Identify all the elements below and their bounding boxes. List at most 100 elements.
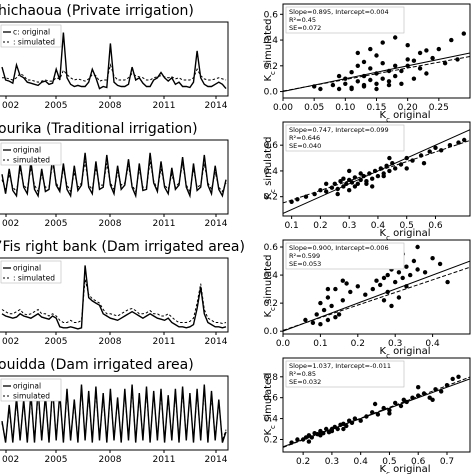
scatter-ylabel-4: Kc simulated [263,373,277,436]
stats-line-3-2: SE=0.053 [289,260,321,268]
sc-ytick-label-3-2: 0.4 [264,271,279,281]
scatter-point-2-36 [439,148,444,153]
scatter-point-2-50 [324,181,329,186]
scatter-point-3-17 [374,278,379,283]
stats-line-2-1: R²=0.646 [289,134,320,142]
scatter-point-2-41 [352,184,358,189]
scatter-point-2-27 [387,168,392,174]
scatter-point-3-28 [404,264,409,269]
scatter-point-4-25 [381,405,386,411]
scatter-point-1-11 [361,73,367,79]
scatter-point-3-40 [325,286,331,292]
scatter-point-4-23 [370,410,375,415]
legend-simulated-label-1: : simulated [13,38,55,47]
ts-xtick-label-4-4: 2014 [205,455,228,465]
scatter-point-2-24 [378,166,383,171]
sc-xtick-label-3-3: 0.3 [388,339,402,349]
sc-ytick-label-1-1: 0.2 [264,62,278,72]
series-original-line-2 [1,152,227,199]
scatter-point-1-43 [442,61,448,66]
scatter-point-1-34 [355,50,360,56]
scatter-point-4-36 [439,389,444,394]
sc-ytick-label-1-3: 0.6 [264,10,279,20]
scatter-point-2-8 [335,186,340,192]
sc-xtick-label-1-4: 0.20 [398,103,418,113]
ts-xtick-label-1-2: 2008 [99,101,122,111]
ts-xtick-label-1-0: 002 [2,101,19,111]
scatter-point-3-39 [404,284,409,289]
series-original-line-4 [1,384,227,443]
legend-box-1 [0,24,62,48]
scatter-point-1-22 [393,73,398,79]
series-original-line-1 [1,32,227,90]
scatter-point-3-32 [422,270,428,275]
stats-box-2 [285,124,405,152]
legend-original-label-2: original [13,146,41,155]
scatter-axes-2 [282,121,471,217]
scatter-point-2-51 [347,168,352,174]
scatter-point-1-46 [336,73,342,79]
scatter-point-4-35 [433,387,438,392]
legend-box-4 [0,378,62,402]
scatter-point-2-47 [387,155,392,161]
legend-simulated-label-4: simulated [13,392,50,401]
scatter-point-1-44 [374,86,379,92]
ts-xtick-label-3-2: 2008 [99,337,122,347]
scatter-point-3-43 [415,244,420,250]
scatter-point-2-33 [418,153,424,158]
scatter-point-2-1 [295,197,300,202]
scatter-point-3-38 [396,295,402,300]
ts-xtick-label-4-2: 2008 [99,455,122,465]
scatter-point-3-3 [318,322,323,327]
scatter-point-3-0 [303,317,308,323]
stats-box-3 [285,242,405,270]
scatter-point-3-20 [385,272,390,278]
sc-ytick-label-3-1: 0.2 [264,299,278,309]
scatter-point-4-45 [387,411,392,416]
stats-line-3-1: R²=0.599 [289,252,320,260]
legend-simulated-label-3: : simulated [13,274,55,283]
scatter-point-3-42 [340,278,345,283]
scatter-point-4-24 [375,412,381,417]
scatter-point-1-14 [368,66,373,71]
scatter-point-3-30 [411,258,417,264]
scatter-point-3-14 [355,284,360,289]
scatter-point-1-45 [386,82,392,88]
scatter-point-1-41 [424,71,429,76]
one-to-one-line-3 [283,260,470,332]
ts-xtick-label-2-3: 2011 [153,219,176,229]
ts-xtick-label-3-3: 2011 [153,337,176,347]
scatter-point-4-10 [324,426,329,432]
scatter-point-3-16 [370,286,375,292]
scatter-point-1-38 [349,86,354,92]
scatter-plot-area-2 [283,129,470,214]
scatter-point-3-10 [336,312,342,317]
sc-xtick-label-1-2: 0.10 [335,103,355,113]
scatter-point-4-38 [450,376,455,382]
scatter-point-3-25 [396,270,402,275]
sc-xtick-label-1-5: 0.25 [429,103,449,113]
scatter-point-3-19 [381,275,387,281]
scatter-point-3-18 [378,282,383,288]
regression-line-4 [283,376,470,448]
scatter-point-4-21 [358,418,363,423]
scatter-point-3-5 [321,307,327,313]
scatter-axes-4 [282,357,471,453]
scatter-point-4-20 [352,416,358,421]
scatter-point-3-21 [385,289,390,295]
scatter-point-2-23 [375,173,381,179]
sc-xtick-label-3-0: 0.0 [276,339,291,349]
scatter-point-3-41 [333,315,338,320]
legend-original-label-3: original [13,264,41,273]
scatter-point-3-6 [325,317,331,323]
scatter-point-4-26 [387,408,392,413]
scatter-point-1-21 [386,68,392,74]
scatter-point-1-18 [380,76,385,81]
stats-line-3-0: Slope=0.900, Intercept=0.006 [289,244,389,252]
scatter-plot-area-1 [283,31,470,93]
scatter-point-1-15 [374,81,379,87]
scatter-point-3-29 [408,272,413,278]
scatter-point-4-30 [404,399,409,405]
scatter-point-3-37 [389,303,394,309]
timeseries-axes-3 [0,257,229,333]
